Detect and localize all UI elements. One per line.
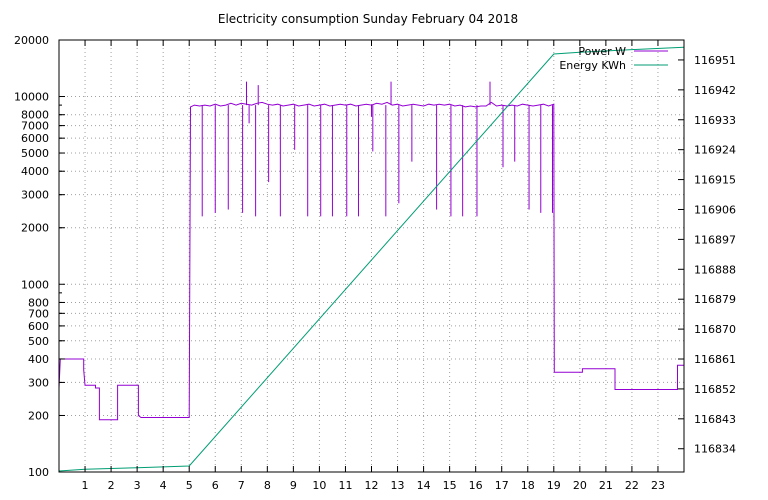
y-tick-label-300: 300 [28,376,49,389]
y-tick-label-200: 200 [28,409,49,422]
y2-tick-label-116897: 116897 [694,233,736,246]
legend: Power W Energy KWh [559,45,668,72]
x-tick-label-18: 18 [521,479,535,492]
axis-ticks [59,39,684,473]
y2-tick-label-116951: 116951 [694,54,736,67]
x-tick-label-3: 3 [134,479,141,492]
y-tick-label-3000: 3000 [21,189,49,202]
legend-label-power: Power W [578,45,626,58]
y-tick-label-700: 700 [28,307,49,320]
y2-tick-label-116852: 116852 [694,383,736,396]
chart-title: Electricity consumption Sunday February … [218,12,518,26]
x-tick-label-19: 19 [547,479,561,492]
y-tick-label-2000: 2000 [21,222,49,235]
x-tick-label-23: 23 [651,479,665,492]
y-tick-label-10000: 10000 [14,91,49,104]
x-tick-label-7: 7 [238,479,245,492]
y-tick-label-4000: 4000 [21,165,49,178]
x-tick-label-11: 11 [338,479,352,492]
x-tick-label-8: 8 [264,479,271,492]
x-tick-label-17: 17 [495,479,509,492]
x-tick-label-12: 12 [365,479,379,492]
x-tick-label-9: 9 [290,479,297,492]
y2-tick-label-116906: 116906 [694,203,736,216]
y-tick-label-8000: 8000 [21,109,49,122]
y-tick-label-600: 600 [28,320,49,333]
y-tick-label-5000: 5000 [21,147,49,160]
x-tick-label-21: 21 [599,479,613,492]
y-tick-label-100: 100 [28,466,49,479]
y2-tick-label-116888: 116888 [694,263,736,276]
y-tick-label-6000: 6000 [21,132,49,145]
y2-tick-label-116933: 116933 [694,114,736,127]
series-layer [58,46,685,472]
y2-axis-tick-labels: 116834 116843 116852 116861 116870 116879 1168… [694,54,736,456]
x-tick-label-14: 14 [417,479,431,492]
y-tick-label-400: 400 [28,353,49,366]
x-tick-label-13: 13 [391,479,405,492]
y2-tick-label-116834: 116834 [694,443,736,456]
x-tick-label-16: 16 [469,479,483,492]
y-tick-label-800: 800 [28,296,49,309]
x-tick-label-1: 1 [82,479,89,492]
x-axis-tick-labels: 1 2 3 4 5 6 7 8 9 10 11 12 13 14 15 16 17 18 19 20 21 22 23 [82,479,665,492]
x-tick-label-4: 4 [160,479,167,492]
x-tick-label-10: 10 [312,479,326,492]
y-tick-label-500: 500 [28,335,49,348]
x-tick-label-2: 2 [108,479,115,492]
series-line-1 [58,46,685,472]
y2-tick-label-116870: 116870 [694,323,736,336]
y2-tick-label-116879: 116879 [694,293,736,306]
y2-tick-label-116915: 116915 [694,174,736,187]
x-tick-label-5: 5 [186,479,193,492]
y-tick-label-7000: 7000 [21,120,49,133]
x-tick-label-22: 22 [625,479,639,492]
x-tick-label-15: 15 [443,479,457,492]
y2-tick-label-116861: 116861 [694,353,736,366]
x-tick-label-6: 6 [212,479,219,492]
y2-tick-label-116843: 116843 [694,413,736,426]
y2-tick-label-116924: 116924 [694,144,736,157]
y-tick-label-1000: 1000 [21,278,49,291]
legend-label-energy: Energy KWh [559,59,626,72]
y2-tick-label-116942: 116942 [694,84,736,97]
y-tick-label-20000: 20000 [14,34,49,47]
x-tick-label-20: 20 [573,479,587,492]
